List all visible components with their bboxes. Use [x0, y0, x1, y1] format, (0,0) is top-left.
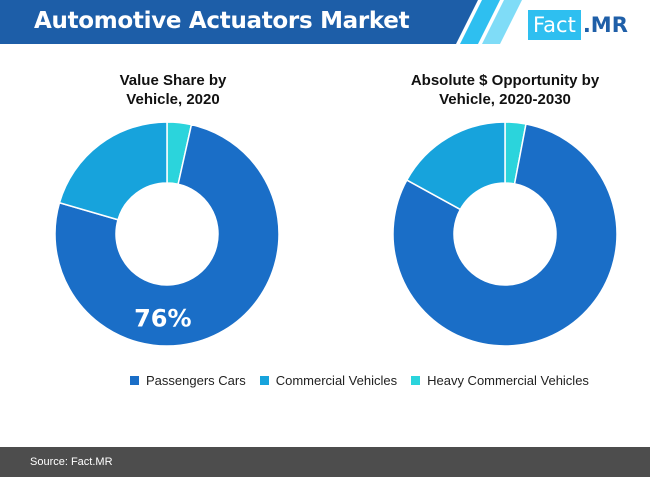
- chart-1-title-line-2: Vehicle, 2020: [126, 91, 220, 108]
- chart-1-title: Value Share by Vehicle, 2020: [68, 71, 278, 109]
- chart-1-title-line-1: Value Share by: [119, 72, 227, 89]
- legend-swatch-passenger-cars: [130, 376, 139, 385]
- fact-mr-logo: Fact .MR: [528, 8, 628, 42]
- legend-item-commercial-vehicles: Commercial Vehicles: [259, 373, 398, 388]
- chart-2-slice-passenger-cars: [392, 123, 618, 347]
- legend-label-commercial-vehicles: Commercial Vehicles: [275, 373, 398, 388]
- source-note: Source: Fact.MR: [30, 456, 113, 468]
- chart-1-data-label-0: 76%: [134, 304, 191, 332]
- legend-swatch-heavy-commercial-vehicles: [411, 376, 421, 385]
- chart-2-slice-commercial-vehicles: [405, 121, 506, 211]
- legend-item-passenger-cars: Passengers Cars: [130, 373, 246, 388]
- chart-1-slice-commercial-vehicles: [58, 121, 168, 221]
- chart-2-title: Absolute $ Opportunity by Vehicle, 2020-…: [385, 71, 625, 109]
- donut-charts: 76%: [54, 121, 618, 347]
- legend-label-heavy-commercial-vehicles: Heavy Commercial Vehicles: [427, 373, 589, 388]
- chart-2-title-line-2: Vehicle, 2020-2030: [439, 91, 571, 108]
- page-title: Automotive Actuators Market: [34, 8, 410, 34]
- logo-fact-text: Fact: [528, 10, 581, 40]
- legend-item-heavy-commercial-vehicles: Heavy Commercial Vehicles: [411, 373, 589, 388]
- legend-swatch-commercial-vehicles: [259, 376, 269, 385]
- header-banner: [0, 0, 522, 44]
- logo-mr-text: .MR: [582, 13, 628, 37]
- header-stripe-1: [460, 0, 500, 44]
- header-banner-bar: [0, 0, 478, 44]
- chart-2-title-line-1: Absolute $ Opportunity by: [410, 72, 600, 89]
- legend-label-passenger-cars: Passengers Cars: [146, 373, 246, 388]
- chart-1-slice-passenger-cars: [54, 123, 280, 347]
- chart-legend: Passengers Cars Commercial Vehicles Heav…: [130, 373, 610, 388]
- footer-bar: Source: Fact.MR: [0, 447, 650, 477]
- header-stripe-2: [482, 0, 522, 44]
